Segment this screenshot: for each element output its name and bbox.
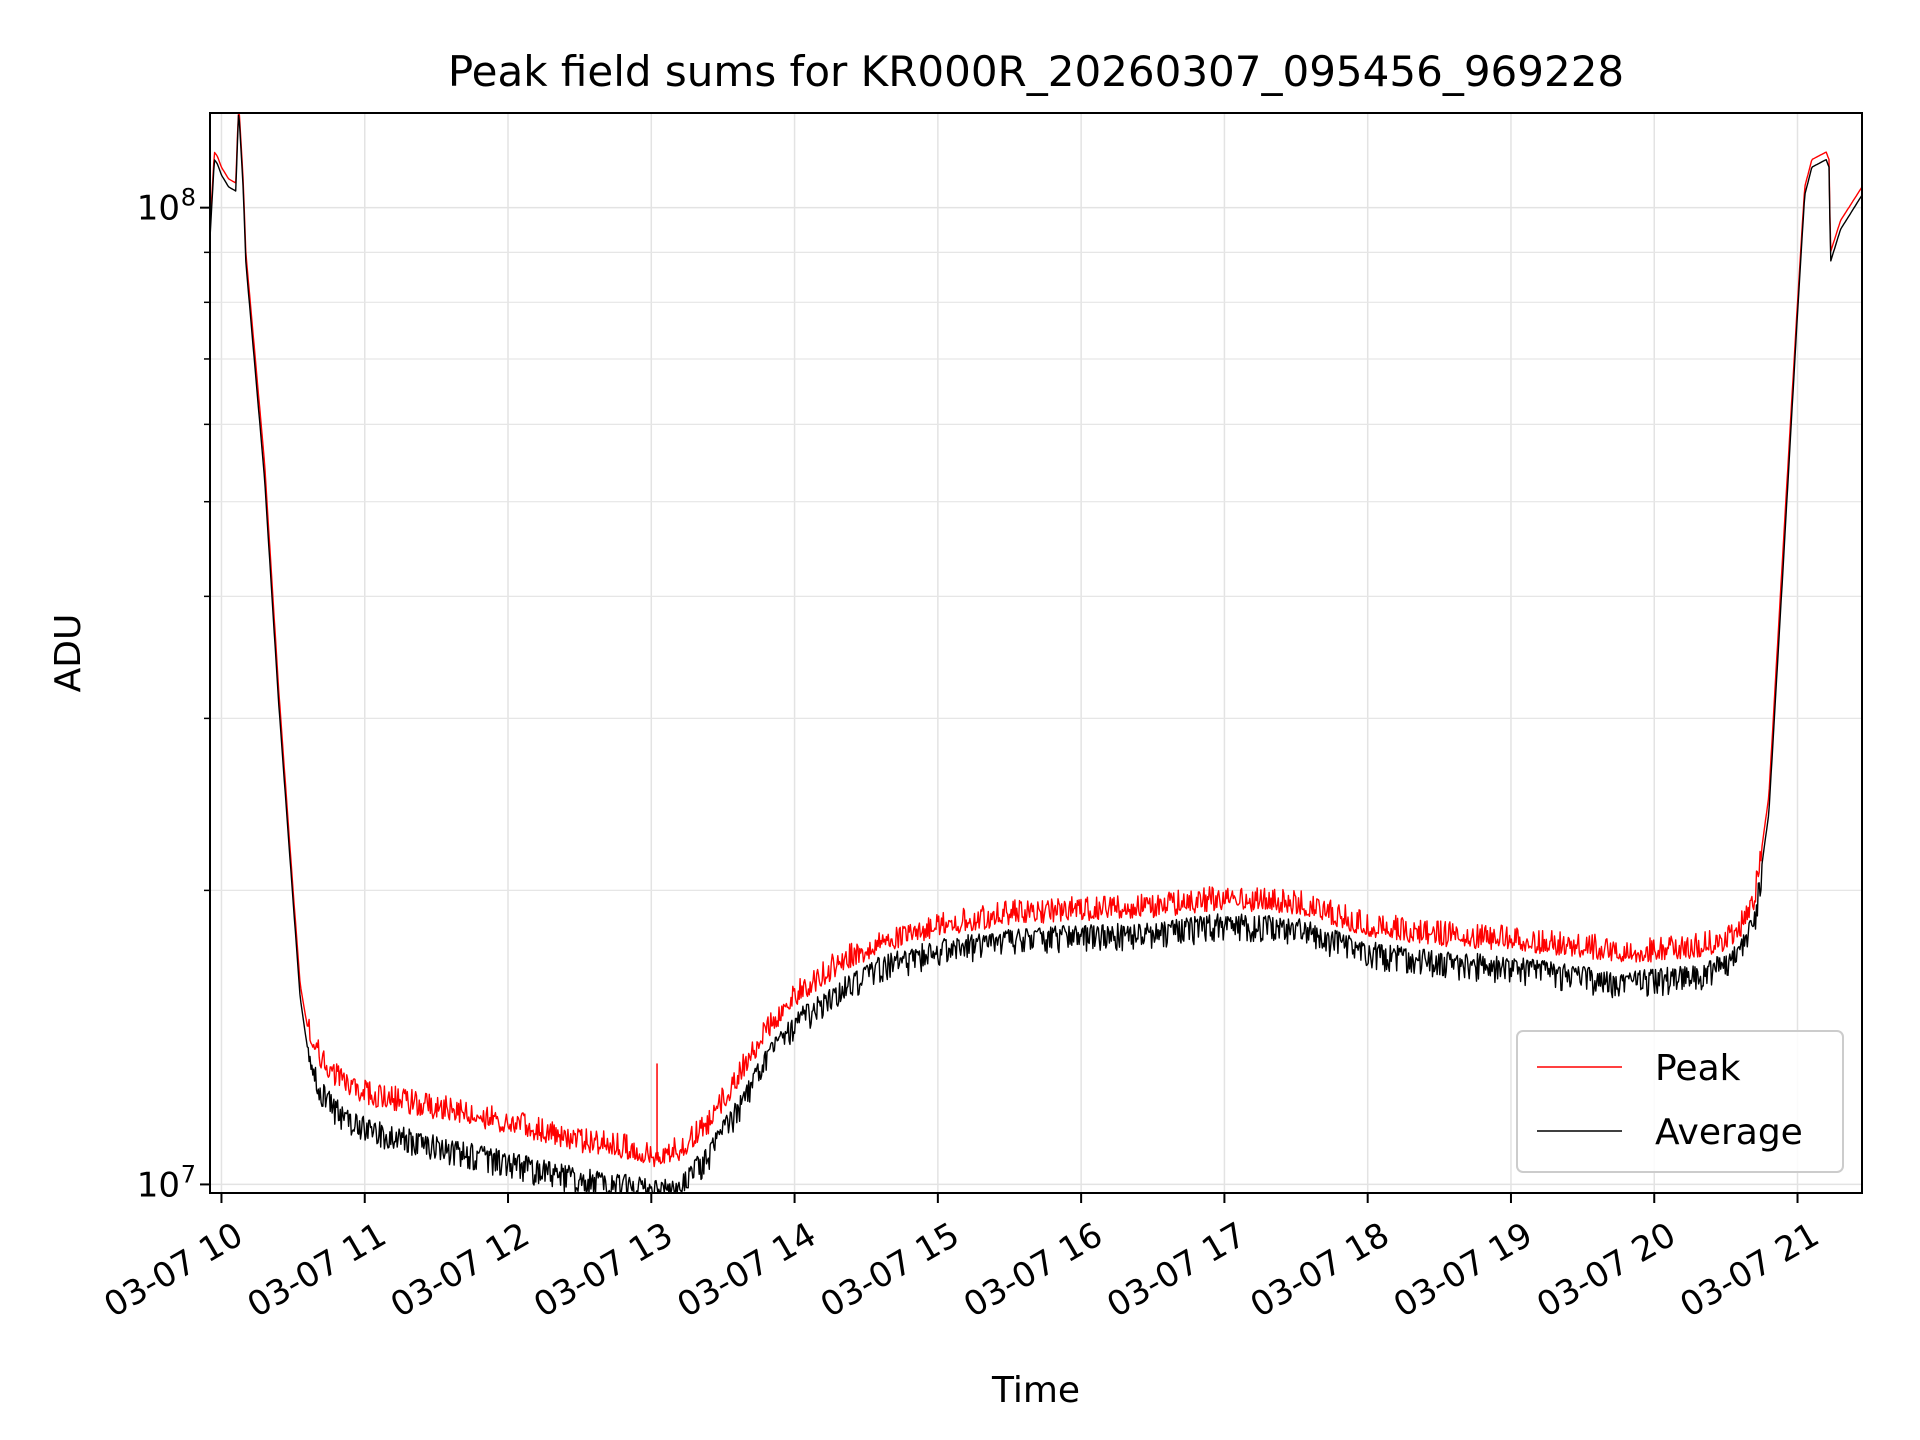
chart-title: Peak field sums for KR000R_20260307_0954… bbox=[448, 47, 1624, 96]
y-tick-base: 10 bbox=[137, 1165, 180, 1205]
legend-peak-label: Peak bbox=[1655, 1048, 1741, 1089]
axes-frame bbox=[209, 112, 1863, 1194]
y-tick-label: 10 bbox=[137, 1165, 180, 1205]
y-tick-label: 10 bbox=[137, 189, 180, 229]
series-average-line bbox=[209, 114, 1863, 1194]
y-axis-label: ADU bbox=[48, 614, 89, 693]
y-tick-exponent: 7 bbox=[181, 1160, 196, 1188]
legend: Peak Average bbox=[1516, 1030, 1844, 1173]
series-peak-line bbox=[209, 112, 1863, 1168]
legend-average-label: Average bbox=[1655, 1112, 1803, 1153]
y-tick-exponent: 8 bbox=[181, 184, 196, 212]
x-axis-label: Time bbox=[991, 1370, 1080, 1411]
y-tick-base: 10 bbox=[137, 189, 180, 229]
plot-area bbox=[209, 112, 1863, 1194]
